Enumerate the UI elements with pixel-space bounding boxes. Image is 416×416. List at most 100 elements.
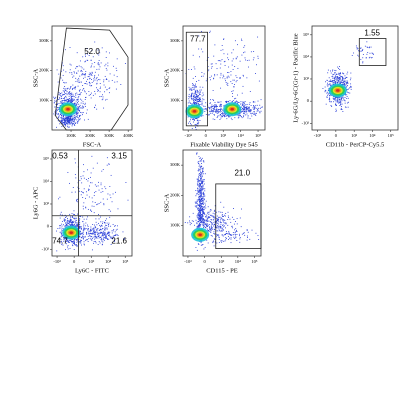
event-dot	[89, 185, 90, 187]
event-dot	[202, 173, 204, 175]
event-dot	[236, 80, 238, 81]
event-dot	[196, 91, 198, 93]
event-dot	[226, 76, 228, 78]
event-dot	[93, 78, 95, 80]
event-dot	[60, 225, 61, 227]
event-dot	[92, 167, 94, 169]
event-dot	[225, 100, 227, 102]
event-dot	[69, 88, 71, 90]
event-dot	[83, 68, 85, 70]
event-dot	[220, 218, 222, 220]
event-dot	[244, 107, 246, 109]
event-dot	[98, 54, 100, 56]
event-dot	[113, 239, 115, 241]
event-dot	[82, 56, 84, 58]
event-dot	[63, 119, 65, 121]
event-dot	[213, 114, 215, 115]
event-dot	[220, 87, 222, 89]
event-dot	[80, 114, 82, 116]
event-dot	[82, 175, 84, 177]
event-dot	[199, 170, 201, 172]
event-dot	[201, 166, 203, 168]
event-dot	[346, 85, 348, 87]
event-dot	[88, 91, 90, 92]
event-dot	[83, 73, 85, 75]
event-dot	[242, 108, 244, 110]
event-dot	[241, 208, 242, 210]
event-dot	[345, 76, 347, 78]
event-dot	[335, 78, 337, 80]
event-dot	[63, 69, 65, 71]
event-dot	[341, 100, 343, 102]
event-dot	[63, 81, 65, 83]
event-dot	[343, 73, 345, 75]
event-dot	[207, 223, 209, 225]
event-dot	[65, 238, 67, 240]
x-tick-label: 10⁴	[235, 259, 242, 264]
event-dot	[218, 115, 220, 117]
x-tick-label: 0	[205, 133, 208, 138]
event-dot	[202, 219, 204, 221]
event-dot	[203, 218, 205, 220]
event-dot	[69, 72, 71, 74]
event-dot	[220, 108, 222, 110]
event-dot	[196, 222, 198, 224]
event-dot	[62, 94, 64, 96]
event-dot	[78, 90, 80, 92]
event-dot	[86, 233, 88, 235]
event-dot	[218, 237, 220, 239]
event-dot	[246, 104, 248, 105]
event-dot	[199, 89, 201, 91]
event-dot	[115, 235, 117, 236]
event-dot	[79, 75, 81, 77]
event-dot	[110, 174, 112, 176]
event-dot	[77, 213, 78, 215]
event-dot	[204, 223, 206, 225]
event-dot	[105, 218, 107, 220]
event-dot	[65, 216, 67, 218]
event-dot	[214, 205, 216, 207]
event-dot	[84, 236, 86, 238]
event-dot	[115, 229, 117, 231]
event-dot	[68, 223, 70, 225]
event-dot	[197, 96, 199, 98]
event-dot	[80, 98, 81, 100]
event-dot	[62, 102, 64, 104]
event-dot	[102, 98, 104, 100]
event-dot	[228, 233, 230, 235]
event-dot	[71, 244, 73, 246]
event-dot	[234, 101, 236, 103]
event-dot	[199, 201, 201, 203]
event-dot	[105, 63, 107, 65]
event-dot	[198, 48, 200, 50]
event-dot	[259, 112, 261, 114]
event-dot	[73, 71, 75, 73]
event-dot	[198, 101, 200, 103]
event-dot	[104, 86, 106, 88]
event-dot	[245, 111, 247, 113]
event-dot	[65, 123, 67, 125]
event-dot	[201, 219, 203, 221]
event-dot	[333, 76, 335, 78]
event-dot	[91, 71, 93, 73]
event-dot	[125, 182, 127, 183]
event-dot	[105, 99, 106, 101]
event-dot	[63, 99, 65, 101]
event-dot	[220, 72, 222, 74]
event-dot	[94, 225, 96, 227]
event-dot	[98, 213, 99, 215]
event-dot	[195, 94, 197, 96]
event-dot	[336, 105, 337, 106]
event-dot	[257, 55, 259, 57]
event-dot	[96, 68, 98, 70]
event-dot	[222, 220, 224, 222]
event-dot	[332, 77, 334, 79]
event-dot	[246, 107, 247, 108]
event-dot	[199, 189, 201, 191]
event-dot	[94, 76, 96, 78]
event-dot	[235, 221, 236, 222]
event-dot	[340, 72, 341, 74]
event-dot	[198, 165, 200, 167]
event-dot	[62, 90, 64, 92]
event-dot	[202, 184, 204, 186]
